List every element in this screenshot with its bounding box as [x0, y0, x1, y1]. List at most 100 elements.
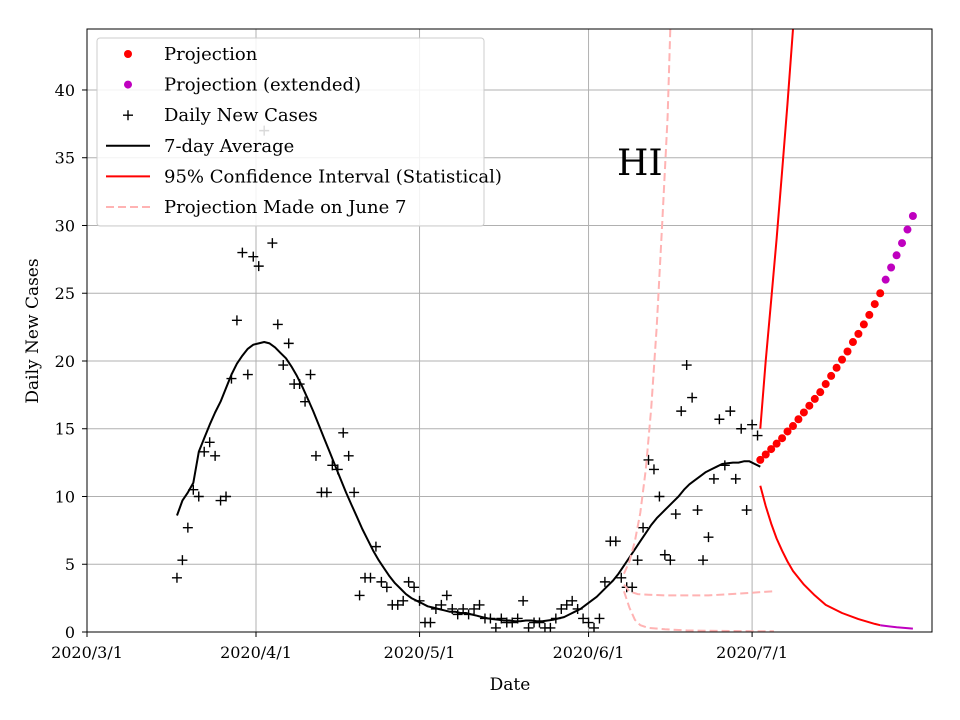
- daily-new-cases-marker: [199, 446, 210, 457]
- projection-point: [832, 363, 841, 372]
- daily-new-cases-marker: [182, 522, 193, 533]
- legend-projection-extended-label: Projection (extended): [164, 75, 361, 96]
- daily-new-cases-marker: [403, 576, 414, 587]
- june-7-projection-lower-line: [623, 590, 774, 632]
- daily-new-cases-marker: [398, 595, 409, 606]
- daily-new-cases-marker: [534, 617, 545, 628]
- daily-new-cases-marker: [441, 590, 452, 601]
- legend-95-confidence-interval-statistical-label: 95% Confidence Interval (Statistical): [164, 166, 502, 187]
- projection-point: [859, 320, 868, 329]
- daily-new-cases-marker: [474, 599, 485, 610]
- projection-point: [870, 300, 879, 309]
- daily-new-cases-marker: [648, 464, 659, 475]
- projection-point: [838, 355, 847, 364]
- daily-new-cases-marker: [599, 576, 610, 587]
- projection-point: [794, 415, 803, 424]
- daily-new-cases-marker: [376, 576, 387, 587]
- daily-new-cases-marker: [237, 247, 248, 258]
- 95-ci-lower-line: [759, 485, 881, 627]
- projection-extended-point: [898, 239, 907, 248]
- daily-new-cases-marker: [747, 419, 758, 430]
- daily-new-cases-marker: [253, 261, 264, 272]
- daily-new-cases-marker: [545, 622, 556, 632]
- x-tick-label: 2020/4/1: [220, 643, 292, 662]
- daily-new-cases-marker: [338, 427, 349, 438]
- y-tick-label: 0: [65, 623, 75, 642]
- daily-new-cases-marker: [567, 595, 578, 606]
- x-tick-label: 2020/7/1: [716, 643, 788, 662]
- daily-new-cases-marker: [321, 487, 332, 498]
- projection-point: [772, 439, 781, 448]
- daily-new-cases-marker: [659, 549, 670, 560]
- chart-annotation: HI: [617, 143, 663, 184]
- daily-new-cases-marker: [714, 414, 725, 425]
- daily-new-cases-marker: [436, 599, 447, 610]
- plot-frame: [86, 28, 933, 633]
- legend-daily-new-cases-label: Daily New Cases: [164, 105, 318, 126]
- 95-ci-lower-extended-line: [880, 624, 913, 630]
- daily-new-cases-marker: [305, 369, 316, 380]
- daily-new-cases-marker: [310, 450, 321, 461]
- daily-new-cases-marker: [681, 360, 692, 371]
- daily-new-cases-marker: [736, 423, 747, 434]
- daily-new-cases-marker: [507, 617, 518, 628]
- daily-new-cases-marker: [354, 590, 365, 601]
- daily-new-cases-marker: [171, 572, 182, 583]
- projection-point: [843, 347, 852, 356]
- daily-new-cases-marker: [725, 406, 736, 417]
- daily-new-cases-marker: [221, 491, 232, 502]
- y-tick-label: 10: [55, 487, 75, 506]
- y-axis-label: Daily New Cases: [23, 258, 43, 403]
- daily-new-cases-marker: [210, 450, 221, 461]
- daily-new-cases-marker: [741, 505, 752, 516]
- legend-projection-extended-swatch: [124, 80, 132, 89]
- daily-new-cases-marker: [556, 603, 567, 614]
- daily-new-cases-marker: [231, 315, 242, 326]
- daily-new-cases-marker: [272, 319, 283, 330]
- daily-new-cases-marker: [343, 450, 354, 461]
- x-tick-label: 2020/5/1: [384, 643, 456, 662]
- projection-point: [783, 427, 792, 436]
- axes-layer: 2020/3/1 2020/4/1 2020/5/1 2020/6/1 2020/7/1…: [51, 81, 788, 662]
- daily-new-cases-marker: [452, 609, 463, 620]
- daily-new-cases-marker: [381, 582, 392, 593]
- daily-new-cases-marker: [518, 595, 529, 606]
- x-tick-label: 2020/6/1: [553, 643, 625, 662]
- legend-7-day-average-label: 7-day Average: [164, 136, 294, 157]
- projection-point: [865, 310, 874, 319]
- daily-new-cases-marker: [409, 582, 420, 593]
- daily-new-cases-marker: [752, 430, 763, 441]
- daily-new-cases-marker: [687, 392, 698, 403]
- daily-new-cases-marker: [392, 599, 403, 610]
- daily-new-cases-marker: [583, 617, 594, 628]
- daily-new-cases-marker: [632, 555, 643, 566]
- projection-extended-point: [881, 275, 890, 284]
- daily-new-cases-marker: [177, 555, 188, 566]
- projection-point: [810, 394, 819, 403]
- projection-point: [805, 401, 814, 410]
- daily-new-cases-marker: [638, 522, 649, 533]
- projection-point: [827, 371, 836, 380]
- daily-new-cases-marker: [676, 406, 687, 417]
- daily-new-cases-marker: [283, 338, 294, 349]
- projection-point: [821, 380, 830, 389]
- projection-point: [761, 450, 770, 459]
- daily-new-cases-marker: [193, 491, 204, 502]
- daily-new-cases-marker: [578, 613, 589, 624]
- june-7-projection-upper-line: [623, 29, 672, 575]
- daily-new-cases-marker: [365, 572, 376, 583]
- x-axis-label: Date: [490, 675, 531, 695]
- y-tick-label: 30: [55, 216, 75, 235]
- daily-new-cases-marker: [469, 603, 480, 614]
- projection-point: [799, 408, 808, 417]
- x-tick-label: 2020/3/1: [51, 643, 123, 662]
- projection-point: [854, 329, 863, 338]
- daily-new-cases-marker: [643, 454, 654, 465]
- daily-new-cases-marker: [589, 622, 599, 632]
- legend-daily-new-cases-swatch: [123, 110, 133, 121]
- y-tick-label: 15: [55, 420, 75, 439]
- y-tick-label: 25: [55, 284, 75, 303]
- legend-projection-label: Projection: [164, 44, 258, 65]
- legend-box: [96, 37, 485, 227]
